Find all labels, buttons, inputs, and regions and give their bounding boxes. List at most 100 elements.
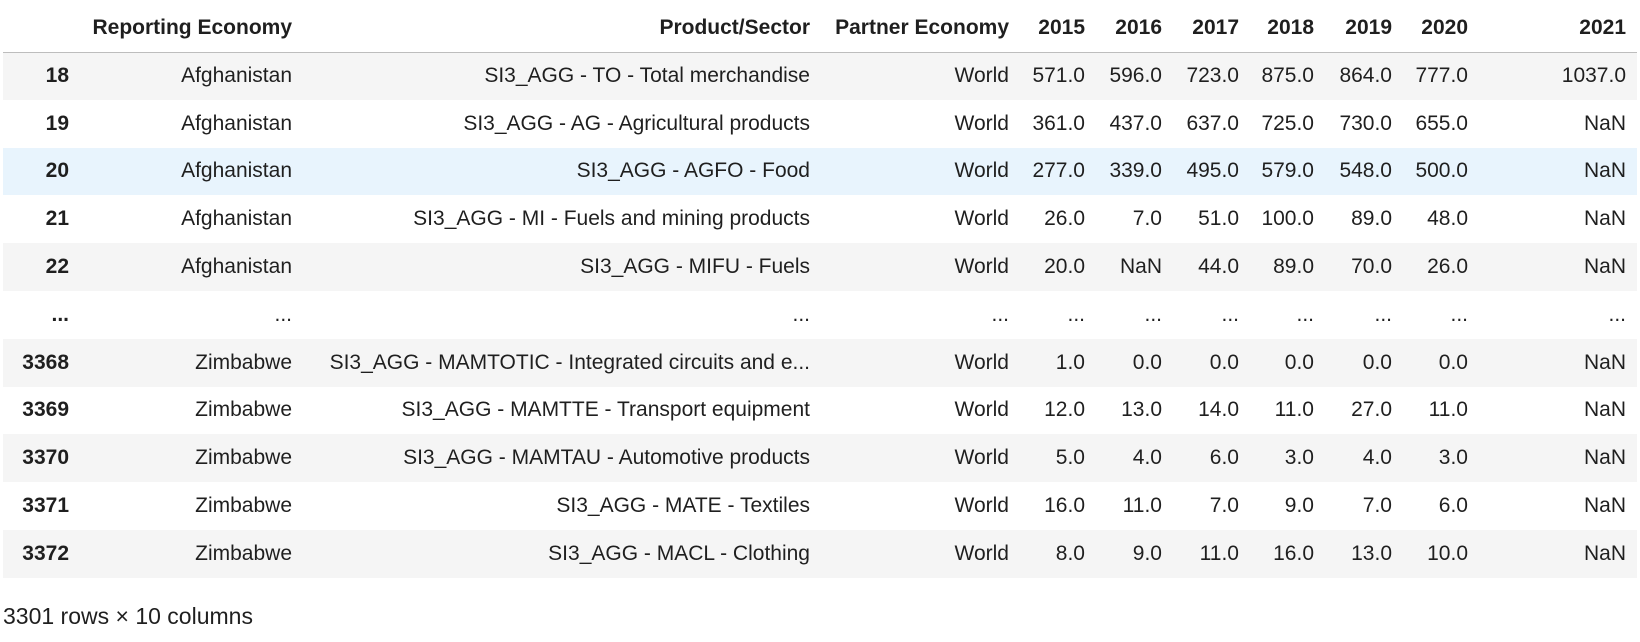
cell-2015: 361.0 [1032, 111, 1085, 135]
cell-2018: ... [1296, 302, 1314, 326]
cell-2019: 7.0 [1362, 494, 1392, 518]
cell-2015: 571.0 [1032, 64, 1085, 88]
column-header-2018: 2018 [1250, 4, 1325, 53]
cell-2021: NaN [1583, 111, 1626, 135]
table-row: 20 Afghanistan SI3_AGG - AGFO - Food World 2… [3, 147, 1637, 196]
cell-2018: 9.0 [1284, 494, 1314, 518]
cell-2016: 437.0 [1109, 111, 1162, 135]
cell-2018: 0.0 [1284, 350, 1314, 374]
cell-2018: 875.0 [1261, 64, 1314, 88]
dataframe-table: Reporting Economy Product/Sector Partner… [3, 4, 1637, 578]
cell-reporting-economy: Zimbabwe [195, 494, 292, 518]
cell-2020: 655.0 [1415, 111, 1468, 135]
table-row: ................................. [3, 290, 1637, 339]
cell-2016: 9.0 [1132, 541, 1162, 565]
cell-2021: NaN [1583, 350, 1626, 374]
cell-partner-economy: World [954, 64, 1009, 88]
cell-partner-economy: ... [991, 302, 1009, 326]
cell-2017: 44.0 [1198, 255, 1239, 279]
cell-2016: NaN [1119, 255, 1162, 279]
cell-2016: 7.0 [1132, 207, 1162, 231]
cell-2020: 10.0 [1427, 541, 1468, 565]
cell-2017: 637.0 [1186, 111, 1239, 135]
cell-2018: 3.0 [1284, 446, 1314, 470]
cell-2020: 500.0 [1415, 159, 1468, 183]
cell-2017: ... [1221, 302, 1239, 326]
table-row: 3368 Zimbabwe SI3_AGG - MAMTOTIC - Integra… [3, 338, 1637, 387]
cell-2016: 4.0 [1132, 446, 1162, 470]
dataframe-shape-label: 3301 rows × 10 columns [3, 603, 253, 629]
cell-product-sector: SI3_AGG - MAMTAU - Automotive products [403, 446, 810, 470]
column-header-2019: 2019 [1325, 4, 1403, 53]
cell-2015: 1.0 [1055, 350, 1085, 374]
cell-2015: ... [1067, 302, 1085, 326]
row-index: 20 [45, 159, 69, 183]
cell-2021: NaN [1583, 398, 1626, 422]
cell-2017: 7.0 [1209, 494, 1239, 518]
cell-product-sector: ... [792, 302, 810, 326]
cell-2019: 864.0 [1339, 64, 1392, 88]
cell-reporting-economy: Zimbabwe [195, 398, 292, 422]
table-body: 18 Afghanistan SI3_AGG - TO - Total mercha… [3, 52, 1637, 578]
row-index: 3371 [22, 494, 69, 518]
row-index: 3369 [22, 398, 69, 422]
column-header-product-sector: Product/Sector [303, 4, 821, 53]
cell-reporting-economy: Afghanistan [181, 255, 292, 279]
cell-2017: 0.0 [1209, 350, 1239, 374]
cell-2019: 13.0 [1351, 541, 1392, 565]
row-index: 3370 [22, 446, 69, 470]
column-header-partner-economy: Partner Economy [821, 4, 1020, 53]
cell-product-sector: SI3_AGG - MAMTTE - Transport equipment [401, 398, 810, 422]
cell-2020: 777.0 [1415, 64, 1468, 88]
cell-2017: 723.0 [1186, 64, 1239, 88]
cell-reporting-economy: Zimbabwe [195, 446, 292, 470]
cell-2019: 27.0 [1351, 398, 1392, 422]
cell-2019: 4.0 [1362, 446, 1392, 470]
cell-2019: 0.0 [1362, 350, 1392, 374]
cell-2020: 11.0 [1428, 398, 1468, 422]
cell-2016: 596.0 [1109, 64, 1162, 88]
cell-partner-economy: World [954, 350, 1009, 374]
cell-reporting-economy: Afghanistan [181, 111, 292, 135]
table-row: 22 Afghanistan SI3_AGG - MIFU - Fuels World… [3, 243, 1637, 291]
cell-2017: 495.0 [1186, 159, 1239, 183]
cell-2019: 70.0 [1351, 255, 1392, 279]
cell-2020: 0.0 [1438, 350, 1468, 374]
cell-2021: NaN [1583, 159, 1626, 183]
cell-partner-economy: World [954, 207, 1009, 231]
cell-2016: 0.0 [1132, 350, 1162, 374]
cell-2015: 12.0 [1044, 398, 1085, 422]
cell-2019: 89.0 [1351, 207, 1392, 231]
row-index: 18 [45, 64, 69, 88]
table-row: 21 Afghanistan SI3_AGG - MI - Fuels and mi… [3, 195, 1637, 244]
cell-2017: 51.0 [1198, 207, 1239, 231]
column-header-reporting-economy: Reporting Economy [80, 4, 303, 53]
cell-product-sector: SI3_AGG - AGFO - Food [576, 159, 810, 183]
cell-2020: ... [1450, 302, 1468, 326]
table-row: 3371 Zimbabwe SI3_AGG - MATE - Textiles Wor… [3, 482, 1637, 530]
cell-2017: 14.0 [1198, 398, 1239, 422]
column-header-2017: 2017 [1173, 4, 1250, 53]
cell-product-sector: SI3_AGG - MAMTOTIC - Integrated circuits… [329, 350, 810, 374]
column-header-2015: 2015 [1020, 4, 1096, 53]
column-header-index [3, 4, 80, 53]
cell-2016: 13.0 [1121, 398, 1162, 422]
cell-product-sector: SI3_AGG - MACL - Clothing [548, 541, 810, 565]
cell-reporting-economy: Zimbabwe [195, 541, 292, 565]
cell-2021: NaN [1583, 446, 1626, 470]
cell-2019: ... [1374, 302, 1392, 326]
cell-2016: 11.0 [1122, 494, 1162, 518]
cell-2021: NaN [1583, 255, 1626, 279]
cell-partner-economy: World [954, 255, 1009, 279]
column-header-2021: 2021 [1479, 4, 1637, 53]
cell-2018: 16.0 [1273, 541, 1314, 565]
cell-reporting-economy: ... [274, 302, 292, 326]
cell-2019: 548.0 [1339, 159, 1392, 183]
row-index: 19 [45, 111, 69, 135]
cell-reporting-economy: Zimbabwe [195, 350, 292, 374]
cell-product-sector: SI3_AGG - MATE - Textiles [556, 494, 810, 518]
cell-product-sector: SI3_AGG - MI - Fuels and mining products [413, 207, 810, 231]
table-row: 3372 Zimbabwe SI3_AGG - MACL - Clothing Wor… [3, 529, 1637, 578]
cell-product-sector: SI3_AGG - AG - Agricultural products [463, 111, 810, 135]
